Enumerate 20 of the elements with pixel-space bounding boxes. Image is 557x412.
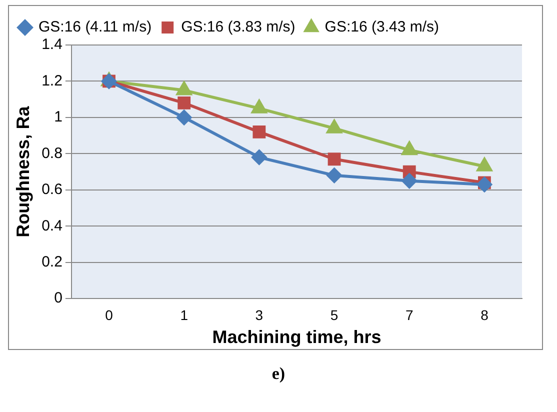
y-tick-label: 1.2 [42, 72, 62, 90]
y-tick-label: 0.6 [42, 181, 62, 198]
y-tick-label: 1 [54, 108, 62, 126]
y-tick-label: 1.4 [42, 36, 62, 54]
x-tick-label: 8 [480, 306, 489, 323]
legend-label: GS:16 (4.11 m/s) [38, 18, 152, 36]
text: e) [270, 364, 286, 384]
x-tick-label: 3 [255, 306, 264, 323]
y-axis-title: Roughness, Ra [12, 105, 33, 238]
x-tick-label: 7 [405, 306, 414, 323]
legend-label: GS:16 (3.83 m/s) [181, 18, 296, 36]
x-axis-title: Machining time, hrs [212, 327, 382, 348]
y-tick-label: 0.2 [42, 254, 62, 271]
y-tick-label: 0.4 [42, 217, 62, 234]
x-tick-label: 0 [105, 306, 114, 323]
x-tick-label: 1 [180, 306, 188, 323]
y-tick-label: 0.8 [42, 144, 62, 162]
y-tick-label: 0 [54, 290, 62, 307]
legend-label: GS:16 (3.43 m/s) [324, 18, 440, 36]
x-tick-label: 5 [330, 306, 338, 323]
